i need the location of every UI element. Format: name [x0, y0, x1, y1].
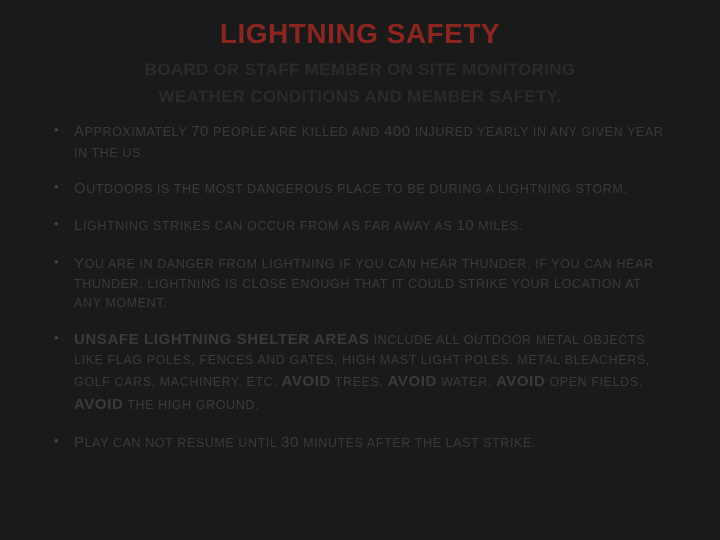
bullet-5-m: ETC [247, 375, 274, 389]
bullet-5-bold2: AVOID [282, 373, 331, 390]
bullet-5-p: . [379, 375, 387, 389]
slide: LIGHTNING SAFETY BOARD OR STAFF MEMBER O… [0, 0, 720, 540]
bullet-5-o: TREES [331, 375, 380, 389]
bullet-3: LIGHTNING STRIKES CAN OCCUR FROM AS FAR … [50, 214, 670, 237]
bullet-1-lead: A [74, 123, 85, 140]
bullet-1: APPROXIMATELY 70 PEOPLE ARE KILLED AND 4… [50, 120, 670, 163]
bullet-5-i: GOLF CARS [74, 375, 152, 389]
bullet-5-bold4: AVOID [496, 373, 545, 390]
bullet-list: APPROXIMATELY 70 PEOPLE ARE KILLED AND 4… [50, 120, 670, 454]
bullet-5-s: OPEN FIELDS [545, 375, 638, 389]
bullet-2-lead: O [74, 180, 86, 197]
bullet-1-a: PPROXIMATELY [85, 125, 191, 139]
bullet-6-b: MINUTES AFTER THE LAST STRIKE [299, 436, 532, 450]
bullet-5-r: . [488, 375, 496, 389]
bullet-5-d: , [334, 353, 342, 367]
bullet-5-e: HIGH MAST LIGHT POLES [342, 353, 509, 367]
bullet-5-l: , [238, 375, 246, 389]
bullet-5: UNSAFE LIGHTNING SHELTER AREAS INCLUDE A… [50, 328, 670, 417]
bullet-1-b: PEOPLE ARE KILLED AND [209, 125, 384, 139]
bullet-5-k: MACHINERY [160, 375, 239, 389]
subtitle-line-1: BOARD OR STAFF MEMBER ON SITE MONITORING [145, 60, 576, 79]
bullet-2-a: UTDOORS IS THE MOST DANGEROUS PLACE TO B… [86, 182, 623, 196]
bullet-5-t: . [639, 375, 643, 389]
bullet-4-d: LIGHTNING IS CLOSE ENOUGH THAT IT COULD … [74, 277, 641, 310]
bullet-6-c: . [532, 436, 536, 450]
bullet-6-a: LAY CAN NOT RESUME UNTIL [85, 436, 282, 450]
subtitle-line-2: WEATHER CONDITIONS AND MEMBER SAFETY. [158, 87, 561, 106]
bullet-4-lead: Y [74, 255, 85, 272]
bullet-5-bold5: AVOID [74, 396, 123, 413]
bullet-5-bold3: AVOID [388, 373, 437, 390]
bullet-6: PLAY CAN NOT RESUME UNTIL 30 MINUTES AFT… [50, 431, 670, 454]
bullet-4-e: . [163, 296, 167, 310]
bullet-3-c: . [519, 219, 523, 233]
bullet-3-lead: L [74, 217, 83, 234]
slide-subtitle: BOARD OR STAFF MEMBER ON SITE MONITORING… [50, 56, 670, 110]
bullet-6-num: 30 [281, 434, 299, 451]
slide-title: LIGHTNING SAFETY [50, 18, 670, 50]
bullet-5-n: . [273, 375, 281, 389]
bullet-3-a: IGHTNING STRIKES CAN OCCUR FROM AS FAR A… [83, 219, 456, 233]
bullet-2: OUTDOORS IS THE MOST DANGEROUS PLACE TO … [50, 177, 670, 200]
bullet-4: YOU ARE IN DANGER FROM LIGHTNING IF YOU … [50, 252, 670, 314]
bullet-1-num1: 70 [191, 123, 209, 140]
bullet-5-c: FENCES AND GATES [200, 353, 334, 367]
bullet-5-q: WATER [437, 375, 488, 389]
bullet-4-mid: . I [527, 257, 539, 271]
bullet-5-b: , [191, 353, 199, 367]
bullet-6-lead: P [74, 434, 85, 451]
bullet-1-d: US. [122, 146, 145, 160]
bullet-3-b: MILES [474, 219, 519, 233]
bullet-2-b: . [623, 182, 627, 196]
bullet-5-bold1: UNSAFE LIGHTNING SHELTER AREAS [74, 331, 370, 348]
bullet-5-u: THE HIGH GROUND [123, 398, 255, 412]
bullet-3-num: 10 [456, 217, 474, 234]
bullet-5-j: , [152, 375, 160, 389]
bullet-5-h: , [646, 353, 650, 367]
bullet-4-a: OU ARE IN DANGER FROM LIGHTNING IF YOU C… [85, 257, 527, 271]
bullet-5-g: METAL BLEACHERS [517, 353, 645, 367]
bullet-1-num2: 400 [384, 123, 411, 140]
bullet-5-v: . [255, 398, 259, 412]
